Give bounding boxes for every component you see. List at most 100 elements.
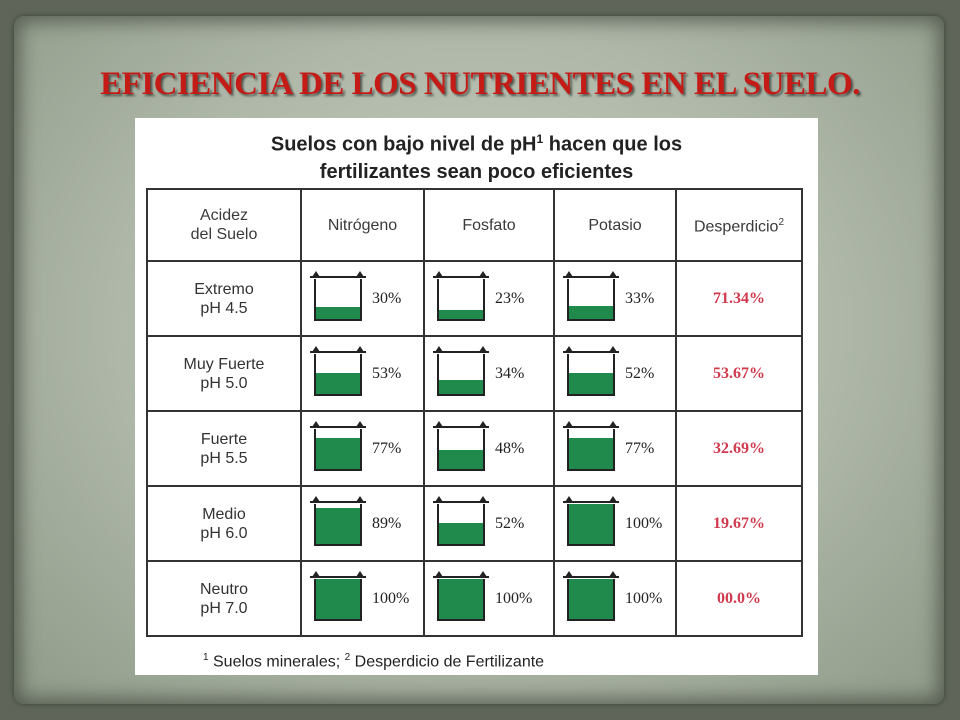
desperdicio-value: 00.0% <box>717 589 761 607</box>
acidez-ph: pH 4.5 <box>200 299 248 317</box>
nitrogeno-gauge: 77% <box>302 412 423 485</box>
fosfato-cell: 100% <box>423 560 555 637</box>
fosfato-cell: 34% <box>423 335 555 412</box>
beaker-rim <box>433 271 489 278</box>
nitrogeno-percent: 30% <box>372 290 402 307</box>
acidez-level: Extremo <box>194 280 254 298</box>
desperdicio-value: 19.67% <box>713 514 765 532</box>
desperdicio-value: 32.69% <box>713 439 765 457</box>
fosfato-percent: 100% <box>495 590 533 607</box>
beaker-rim <box>563 346 619 353</box>
beaker-icon <box>433 571 489 621</box>
acidez-ph: pH 5.5 <box>200 449 248 467</box>
potasio-percent: 100% <box>625 590 663 607</box>
beaker-icon <box>433 496 489 546</box>
nitrogeno-gauge: 89% <box>302 487 423 560</box>
potasio-cell: 100% <box>553 560 677 637</box>
acidez-cell: Medio pH 6.0 <box>146 485 302 562</box>
nitrogeno-cell: 77% <box>300 410 425 487</box>
heading-text-end: hacen que los <box>543 133 683 156</box>
desperdicio-value: 71.34% <box>713 289 765 307</box>
acidez-level: Fuerte <box>200 430 248 448</box>
beaker-icon <box>433 346 489 396</box>
heading-text: Suelos con bajo nivel de pH <box>270 133 537 156</box>
beaker-fill <box>439 380 483 394</box>
fosfato-percent: 52% <box>495 515 525 532</box>
table-body: Extremo pH 4.5 30% 23% 33% 71.34% Muy Fuerte pH… <box>146 260 803 637</box>
beaker-fill <box>569 579 613 619</box>
nitrogeno-cell: 53% <box>300 335 425 412</box>
header-potasio: Potasio <box>553 188 677 262</box>
nitrogeno-cell: 30% <box>300 260 425 337</box>
figure-heading-line1: Suelos con bajo nivel de pH1 hacen que l… <box>135 126 818 159</box>
beaker-rim <box>563 421 619 428</box>
desperdicio-cell: 71.34% <box>675 260 803 337</box>
table-row: Medio pH 6.0 89% 52% 100% 19.67% <box>146 485 803 562</box>
efficiency-table: Acidez del Suelo Nitrógeno Fosfato Potasi… <box>146 188 803 637</box>
potasio-percent: 77% <box>625 440 655 457</box>
nitrogeno-percent: 89% <box>372 515 402 532</box>
nitrogeno-gauge: 100% <box>302 562 423 635</box>
potasio-gauge: 100% <box>555 562 675 635</box>
acidez-cell: Fuerte pH 5.5 <box>146 410 302 487</box>
beaker-fill <box>439 523 483 544</box>
acidez-ph: pH 7.0 <box>200 599 248 617</box>
potasio-cell: 100% <box>553 485 677 562</box>
fosfato-cell: 52% <box>423 485 555 562</box>
header-desperdicio: Desperdicio2 <box>675 188 803 262</box>
header-desperdicio-text: Desperdicio <box>693 218 779 236</box>
beaker-fill <box>439 450 483 469</box>
desperdicio-cell: 53.67% <box>675 335 803 412</box>
potasio-gauge: 52% <box>555 337 675 410</box>
beaker-rim <box>563 571 619 578</box>
potasio-gauge: 33% <box>555 262 675 335</box>
beaker-icon <box>310 271 366 321</box>
beaker-icon <box>310 421 366 471</box>
footnote: 1 Suelos minerales; 2 Desperdicio de Fer… <box>203 652 544 671</box>
beaker-icon <box>310 496 366 546</box>
beaker-rim <box>433 346 489 353</box>
fosfato-percent: 48% <box>495 440 525 457</box>
beaker-fill <box>316 307 360 319</box>
footnote-sup1: 1 <box>203 652 209 663</box>
beaker-icon <box>563 496 619 546</box>
footnote-sup2: 2 <box>344 652 351 663</box>
potasio-percent: 100% <box>625 515 663 532</box>
heading-superscript: 1 <box>536 132 544 146</box>
fosfato-cell: 23% <box>423 260 555 337</box>
fosfato-gauge: 100% <box>425 562 553 635</box>
nitrogeno-percent: 53% <box>372 365 402 382</box>
beaker-icon <box>433 421 489 471</box>
beaker-fill <box>569 504 613 544</box>
efficiency-figure: Suelos con bajo nivel de pH1 hacen que l… <box>135 118 818 675</box>
acidez-ph: pH 5.0 <box>200 374 248 392</box>
acidez-ph: pH 6.0 <box>200 524 248 542</box>
beaker-icon <box>563 271 619 321</box>
potasio-cell: 77% <box>553 410 677 487</box>
beaker-icon <box>310 571 366 621</box>
slide-title: EFICIENCIA DE LOS NUTRIENTES EN EL SUELO… <box>100 66 860 102</box>
table-row: Extremo pH 4.5 30% 23% 33% 71.34% <box>146 260 803 337</box>
table-row: Muy Fuerte pH 5.0 53% 34% 52% 53.67% <box>146 335 803 412</box>
beaker-fill <box>569 438 613 469</box>
beaker-rim <box>433 496 489 503</box>
potasio-cell: 33% <box>553 260 677 337</box>
table-row: Neutro pH 7.0 100% 100% 100% 00.0% <box>146 560 803 637</box>
acidez-level: Neutro <box>199 580 249 598</box>
beaker-rim <box>310 496 366 503</box>
beaker-fill <box>316 438 360 469</box>
header-acidez-line2: del Suelo <box>190 226 258 243</box>
acidez-level: Medio <box>202 505 246 523</box>
acidez-cell: Neutro pH 7.0 <box>146 560 302 637</box>
fosfato-cell: 48% <box>423 410 555 487</box>
footnote-text1: Suelos minerales; <box>208 653 345 671</box>
fosfato-percent: 34% <box>495 365 525 382</box>
nitrogeno-cell: 89% <box>300 485 425 562</box>
beaker-rim <box>310 271 366 278</box>
beaker-rim <box>310 346 366 353</box>
nitrogeno-percent: 77% <box>372 440 402 457</box>
figure-heading-line2: fertilizantes sean poco eficientes <box>319 160 634 183</box>
beaker-icon <box>563 421 619 471</box>
header-fosfato: Fosfato <box>423 188 555 262</box>
potasio-percent: 52% <box>625 365 655 382</box>
